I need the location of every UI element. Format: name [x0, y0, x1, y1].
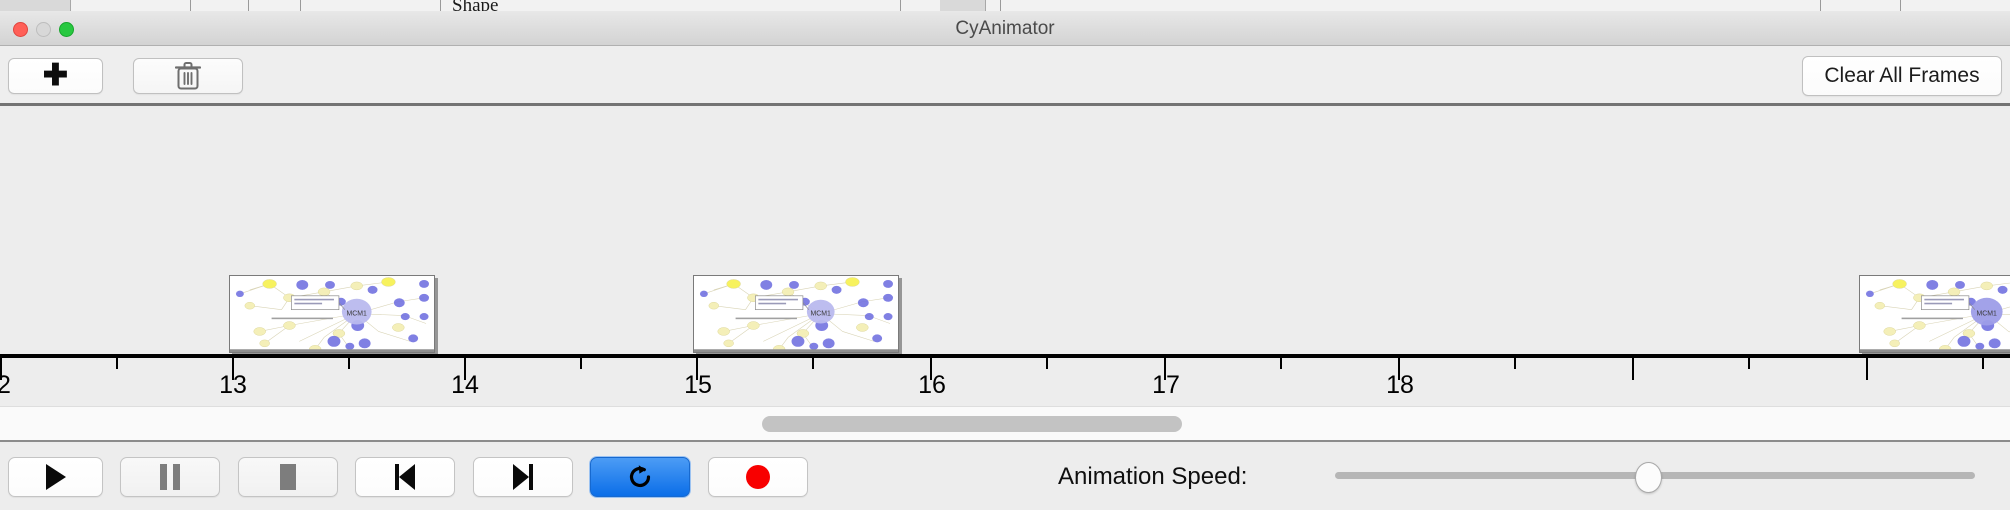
timeline-frame[interactable]: MCM1	[693, 275, 899, 353]
add-frame-button[interactable]: ✚	[8, 58, 103, 94]
network-thumbnail: MCM1	[1860, 276, 2010, 352]
pause-button[interactable]	[120, 457, 220, 497]
play-icon	[45, 464, 66, 490]
background-tab	[940, 0, 986, 11]
svg-text:MCM1: MCM1	[811, 311, 832, 318]
timeline-ruler-line	[0, 354, 2010, 358]
ruler-tick	[116, 358, 118, 369]
clear-all-frames-label: Clear All Frames	[1824, 64, 1980, 87]
delete-frame-button[interactable]	[133, 58, 243, 94]
stop-icon	[280, 464, 296, 490]
scrollbar-thumb[interactable]	[762, 416, 1182, 432]
ruler-tick	[1398, 358, 1400, 380]
network-thumbnail: MCM1	[230, 276, 434, 352]
ruler-tick	[348, 358, 350, 369]
title-bar: CyAnimator	[0, 11, 2010, 46]
record-button[interactable]	[708, 457, 808, 497]
background-divider	[1820, 0, 1821, 11]
pause-icon	[160, 464, 180, 490]
background-divider	[300, 0, 301, 11]
stop-button[interactable]	[238, 457, 338, 497]
ruler-tick-label: 13	[219, 371, 247, 399]
background-divider	[1000, 0, 1001, 11]
svg-text:MCM1: MCM1	[1977, 311, 1998, 318]
background-divider	[248, 0, 249, 11]
plus-icon: ✚	[42, 59, 69, 92]
loop-icon	[629, 465, 651, 488]
ruler-tick-label: 15	[684, 371, 712, 399]
ruler-tick	[1982, 358, 1984, 369]
maximize-button[interactable]	[59, 22, 74, 37]
record-icon	[746, 465, 770, 489]
clear-all-frames-button[interactable]: Clear All Frames	[1802, 56, 2002, 96]
ruler-tick	[1748, 358, 1750, 369]
background-tab	[0, 0, 71, 11]
background-divider	[1900, 0, 1901, 11]
ruler-tick	[1866, 358, 1868, 380]
ruler-tick	[930, 358, 932, 380]
skip-back-button[interactable]	[355, 457, 455, 497]
ruler-tick	[812, 358, 814, 369]
window-controls	[13, 22, 74, 37]
animation-speed-knob[interactable]	[1635, 462, 1662, 493]
ruler-tick-label: 14	[451, 371, 479, 399]
ruler-tick	[1164, 358, 1166, 380]
ruler-tick	[1632, 358, 1634, 380]
ruler-tick-label: 2	[0, 371, 11, 399]
horizontal-scrollbar[interactable]	[0, 406, 2010, 442]
minimize-button[interactable]	[36, 22, 51, 37]
ruler-tick	[696, 358, 698, 380]
trash-icon	[175, 62, 201, 90]
ruler-tick-label: 18	[1386, 371, 1414, 399]
window-title: CyAnimator	[955, 18, 1055, 39]
loop-button[interactable]	[590, 457, 690, 497]
ruler-tick	[1514, 358, 1516, 369]
timeline-frame[interactable]: MCM1	[229, 275, 435, 353]
animation-speed-label: Animation Speed:	[1058, 463, 1248, 490]
ruler-tick	[580, 358, 582, 369]
ruler-tick-label: 16	[918, 371, 946, 399]
network-thumbnail: MCM1	[694, 276, 898, 352]
svg-text:MCM1: MCM1	[347, 311, 368, 318]
skip-back-icon	[395, 464, 415, 490]
timeline-panel[interactable]: MCM1	[0, 109, 2010, 406]
skip-forward-icon	[513, 464, 533, 490]
background-divider	[440, 0, 441, 11]
ruler-tick-label: 17	[1152, 371, 1180, 399]
ruler-tick	[1046, 358, 1048, 369]
ruler-tick	[464, 358, 466, 380]
play-button[interactable]	[8, 457, 103, 497]
background-window-label: Shape	[452, 0, 499, 12]
ruler-tick	[1280, 358, 1282, 369]
background-divider	[190, 0, 191, 11]
axis-title: Seconds	[0, 404, 2010, 406]
toolbar: ✚ Clear All Frames	[0, 46, 2010, 106]
ruler-tick	[232, 358, 234, 380]
timeline-frame[interactable]: MCM1	[1859, 275, 2010, 353]
skip-forward-button[interactable]	[473, 457, 573, 497]
ruler-tick	[0, 358, 2, 380]
close-button[interactable]	[13, 22, 28, 37]
background-divider	[900, 0, 901, 11]
